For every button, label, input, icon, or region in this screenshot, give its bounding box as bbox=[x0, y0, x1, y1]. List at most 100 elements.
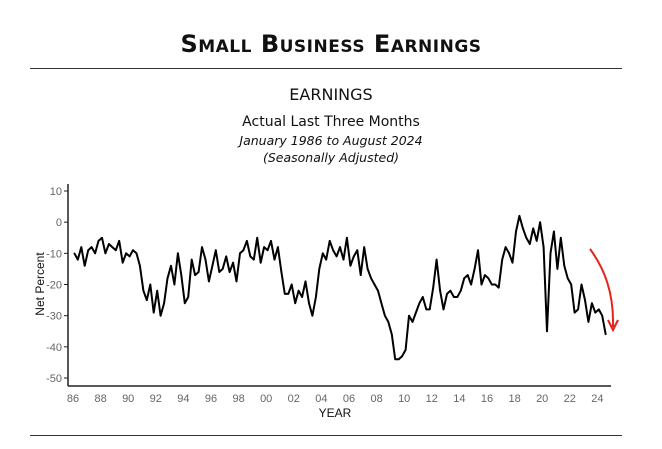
data-point bbox=[263, 246, 265, 248]
data-point bbox=[249, 255, 252, 258]
data-point bbox=[428, 308, 431, 311]
arrow-head-icon bbox=[607, 319, 619, 333]
data-point bbox=[549, 252, 552, 255]
x-tick-label: 16 bbox=[481, 393, 493, 405]
data-point bbox=[211, 265, 214, 267]
data-point bbox=[94, 252, 96, 255]
x-tick-label: 24 bbox=[591, 393, 603, 405]
trend-arrow bbox=[589, 248, 615, 328]
data-point bbox=[494, 283, 497, 286]
x-tick-label: 92 bbox=[150, 393, 162, 405]
data-point bbox=[511, 261, 514, 264]
data-point bbox=[277, 246, 279, 248]
bottom-divider bbox=[30, 435, 622, 436]
data-point bbox=[335, 255, 338, 258]
data-point bbox=[442, 308, 445, 311]
x-tick-label: 10 bbox=[398, 393, 410, 405]
data-point bbox=[321, 252, 324, 255]
data-point bbox=[525, 236, 528, 239]
data-point bbox=[87, 249, 89, 252]
data-point bbox=[566, 277, 569, 280]
data-point bbox=[346, 236, 348, 239]
data-point bbox=[304, 280, 307, 283]
data-point bbox=[132, 249, 134, 252]
data-point bbox=[221, 268, 224, 270]
data-point bbox=[135, 252, 138, 255]
data-point bbox=[118, 240, 121, 242]
x-tick-label: 14 bbox=[453, 393, 465, 405]
data-point bbox=[401, 355, 403, 357]
data-point bbox=[563, 265, 566, 267]
data-point bbox=[470, 283, 472, 286]
data-point bbox=[180, 274, 183, 276]
data-point bbox=[287, 293, 290, 295]
chart-title: EARNINGS bbox=[289, 85, 373, 104]
data-point bbox=[73, 252, 76, 255]
data-point bbox=[114, 249, 117, 252]
data-point bbox=[297, 289, 300, 292]
data-point bbox=[459, 289, 462, 292]
data-point bbox=[190, 258, 193, 261]
data-point bbox=[201, 246, 203, 248]
data-point bbox=[104, 252, 107, 255]
y-tick-label: 10 bbox=[50, 186, 62, 198]
y-tick-label: -30 bbox=[46, 311, 62, 323]
data-point bbox=[194, 274, 196, 276]
data-point bbox=[480, 283, 483, 286]
data-point bbox=[246, 240, 248, 242]
data-point bbox=[142, 289, 145, 292]
chart-subtitle: Actual Last Three Months bbox=[242, 114, 420, 130]
data-point bbox=[152, 311, 155, 314]
data-point bbox=[463, 277, 466, 280]
x-tick-label: 94 bbox=[177, 393, 189, 405]
data-point bbox=[370, 277, 372, 280]
x-tick-label: 22 bbox=[564, 393, 576, 405]
x-tick-label: 12 bbox=[426, 393, 438, 405]
data-point bbox=[215, 249, 217, 252]
data-point bbox=[208, 280, 210, 283]
data-point bbox=[390, 333, 393, 336]
data-point bbox=[591, 302, 593, 305]
data-point bbox=[473, 268, 476, 270]
data-point bbox=[218, 271, 221, 273]
data-point bbox=[159, 314, 162, 317]
data-point bbox=[508, 252, 510, 255]
data-point bbox=[604, 333, 607, 336]
y-tick-label: -40 bbox=[46, 342, 62, 354]
chart-note: (Seasonally Adjusted) bbox=[262, 150, 400, 165]
data-point bbox=[528, 243, 531, 245]
data-point bbox=[556, 268, 559, 270]
x-axis-label: YEAR bbox=[319, 406, 352, 420]
x-tick-label: 86 bbox=[67, 393, 79, 405]
data-point bbox=[580, 283, 583, 286]
data-point bbox=[225, 255, 227, 258]
data-point bbox=[121, 261, 124, 264]
data-point bbox=[384, 314, 386, 317]
data-point bbox=[394, 358, 397, 361]
data-point bbox=[477, 249, 479, 252]
data-point bbox=[504, 246, 507, 248]
data-point bbox=[594, 311, 597, 314]
data-point bbox=[90, 246, 93, 248]
data-point bbox=[491, 283, 493, 286]
data-point bbox=[418, 302, 421, 305]
data-point bbox=[535, 240, 538, 242]
data-point bbox=[252, 258, 255, 261]
data-point bbox=[128, 255, 131, 258]
data-point bbox=[97, 240, 100, 242]
data-point bbox=[425, 308, 428, 311]
data-point bbox=[228, 271, 231, 273]
data-point bbox=[270, 240, 272, 242]
page-title: Small Business Earnings bbox=[180, 30, 482, 58]
data-point bbox=[125, 252, 127, 255]
data-point bbox=[163, 302, 165, 305]
data-point bbox=[453, 296, 455, 298]
data-point bbox=[587, 321, 590, 323]
data-point bbox=[166, 277, 169, 280]
data-point bbox=[446, 293, 448, 295]
data-point bbox=[284, 293, 286, 295]
data-point bbox=[294, 302, 296, 305]
data-point bbox=[515, 230, 517, 233]
data-point bbox=[170, 265, 172, 267]
data-point bbox=[584, 299, 586, 301]
